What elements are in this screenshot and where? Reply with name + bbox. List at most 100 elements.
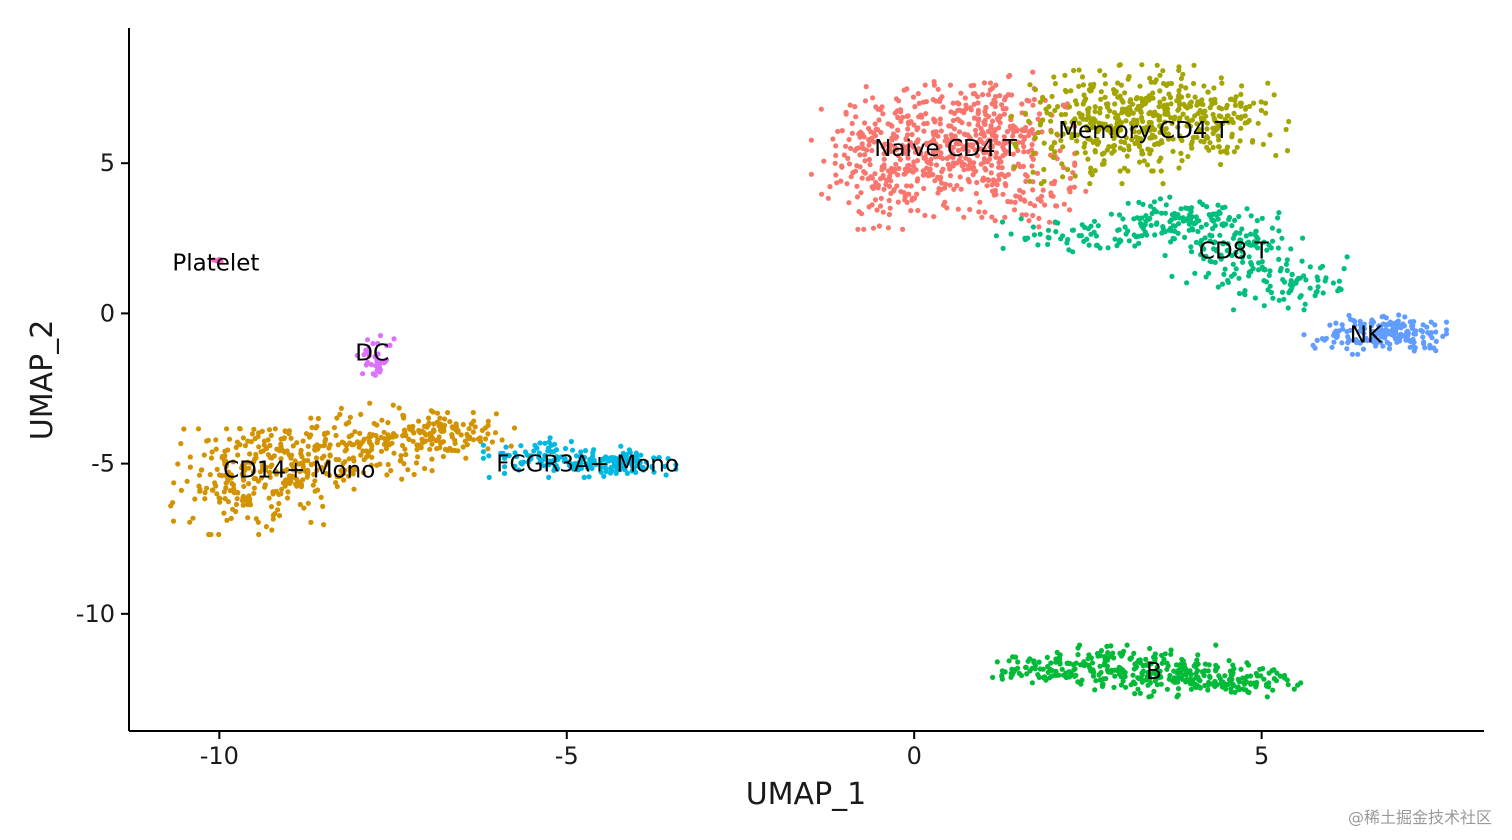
data-point [1031, 659, 1037, 665]
data-point [391, 450, 397, 456]
data-point [937, 98, 943, 104]
data-point [1197, 241, 1204, 247]
data-point [980, 92, 986, 98]
data-point [246, 481, 252, 487]
data-point [1116, 117, 1122, 123]
data-point [1164, 686, 1170, 692]
data-point [1301, 332, 1307, 338]
data-point [939, 94, 945, 100]
data-point [305, 443, 311, 449]
data-point [1210, 130, 1216, 136]
data-point [598, 464, 604, 470]
data-point [985, 92, 992, 98]
data-point [914, 158, 921, 164]
data-point [1373, 332, 1379, 338]
data-point [266, 427, 273, 433]
data-point [872, 121, 878, 127]
data-point [1139, 672, 1145, 678]
data-point [1095, 223, 1101, 229]
data-point [999, 102, 1005, 108]
data-point [1131, 666, 1137, 672]
data-point [996, 125, 1002, 131]
data-point [1009, 666, 1015, 672]
y-tick-label: -10 [76, 600, 115, 628]
data-point [1167, 94, 1174, 101]
data-point [1219, 80, 1225, 86]
data-point [951, 186, 957, 192]
data-point [1378, 323, 1384, 329]
data-point [1162, 119, 1168, 125]
data-point [986, 156, 993, 162]
data-point [994, 182, 1000, 188]
data-point [922, 212, 928, 218]
data-point [1433, 329, 1439, 335]
data-point [1112, 88, 1118, 94]
data-point [1330, 280, 1336, 286]
data-point [893, 161, 899, 167]
data-point [968, 107, 974, 113]
data-point [970, 164, 977, 170]
data-point [1112, 101, 1118, 107]
data-point [1030, 169, 1036, 175]
data-point [1081, 238, 1087, 244]
data-point [1178, 206, 1184, 212]
data-point [1052, 149, 1058, 155]
data-point [1114, 243, 1120, 249]
data-point [273, 468, 279, 475]
data-point [1142, 101, 1148, 107]
data-point [1030, 69, 1036, 75]
data-point [1123, 118, 1129, 124]
data-point [1065, 126, 1071, 132]
data-point [1015, 659, 1021, 665]
data-point [452, 425, 459, 431]
data-point [988, 170, 994, 176]
data-point [436, 434, 442, 440]
data-point [1102, 81, 1108, 87]
data-point [932, 178, 938, 184]
data-point [1036, 111, 1043, 117]
data-point [1021, 144, 1027, 150]
data-point [1066, 674, 1073, 680]
data-point [1013, 144, 1019, 150]
data-point [894, 183, 900, 189]
data-point [990, 674, 996, 681]
data-point [1216, 137, 1222, 143]
data-point [1130, 101, 1136, 107]
data-point [235, 452, 241, 458]
data-point [308, 432, 314, 438]
data-point [1097, 245, 1103, 251]
data-point [1091, 229, 1097, 235]
data-point [880, 209, 886, 215]
data-point [956, 101, 962, 107]
data-point [373, 433, 379, 439]
data-point [1239, 83, 1245, 89]
data-point [485, 431, 491, 437]
data-point [931, 116, 937, 122]
data-point [1207, 258, 1213, 264]
data-point [1225, 241, 1231, 247]
data-point [1285, 682, 1291, 688]
data-point [1253, 228, 1259, 235]
data-point [361, 457, 367, 463]
data-point [1303, 277, 1309, 283]
data-point [1027, 178, 1033, 184]
data-point [1013, 654, 1019, 660]
data-point [900, 114, 906, 120]
data-point [966, 121, 972, 127]
data-point [1071, 667, 1077, 673]
data-point [869, 184, 875, 190]
data-point [1184, 105, 1190, 111]
data-point [1179, 158, 1185, 164]
data-point [1118, 238, 1124, 244]
data-point [422, 465, 428, 472]
cluster-label-fcgr3a-mono: FCGR3A+ Mono [496, 452, 679, 478]
data-point [1021, 134, 1027, 140]
data-point [358, 411, 364, 417]
data-point [1183, 85, 1189, 91]
data-point [1254, 218, 1260, 224]
data-point [1074, 150, 1080, 156]
data-point [553, 447, 560, 453]
data-point [231, 490, 237, 496]
data-point [1079, 74, 1086, 80]
data-point [890, 131, 897, 137]
